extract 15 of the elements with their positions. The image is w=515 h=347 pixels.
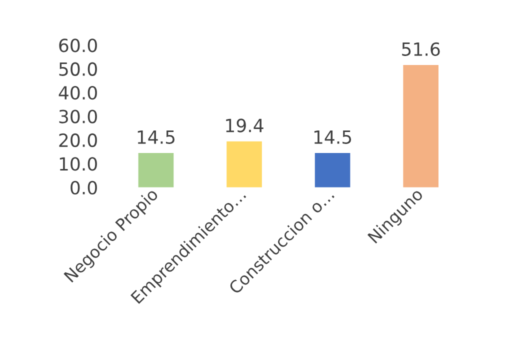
- y-tick-label: 50.0: [59, 62, 97, 76]
- data-label: 14.5: [138, 130, 174, 144]
- data-label: 51.6: [402, 42, 440, 56]
- bar: [314, 153, 350, 188]
- data-label: 19.4: [226, 118, 264, 132]
- bar: [403, 65, 438, 188]
- bar: [226, 141, 262, 188]
- data-label: 14.5: [314, 130, 352, 144]
- y-tick-label: 30.0: [59, 110, 97, 124]
- y-tick-label: 20.0: [59, 133, 97, 148]
- y-tick-label: 60.0: [59, 38, 97, 52]
- y-tick-label: 10.0: [60, 157, 97, 171]
- y-tick-label: 40.0: [58, 86, 97, 100]
- bar: [138, 153, 174, 188]
- y-tick-label: 0.0: [70, 180, 97, 194]
